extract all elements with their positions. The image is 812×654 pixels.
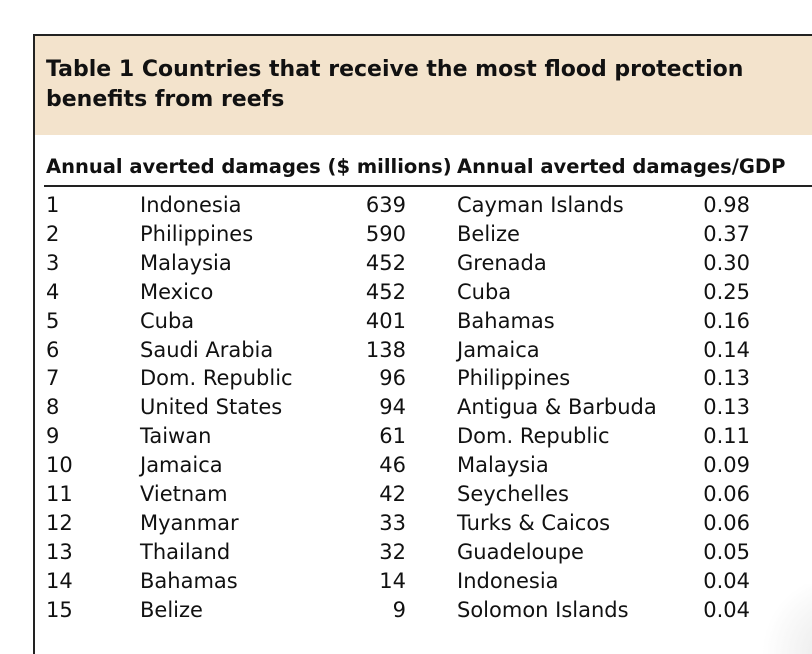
damages-cell: 452 — [365, 279, 406, 304]
country-cell: Mexico — [140, 279, 214, 304]
gdp-ratio-cell: 0.13 — [703, 366, 750, 391]
rank-cell: 4 — [46, 279, 60, 304]
gdp-country-cell: Antigua & Barbuda — [457, 395, 657, 420]
table-row: 10 Jamaica 46 Malaysia 0.09 — [0, 451, 812, 480]
gdp-country-cell: Guadeloupe — [457, 539, 584, 564]
gdp-ratio-cell: 0.25 — [703, 279, 750, 304]
column-header-gdp-ratio: Annual averted damages/GDP — [457, 155, 786, 178]
rank-cell: 14 — [46, 568, 73, 593]
gdp-ratio-cell: 0.05 — [703, 539, 750, 564]
damages-cell: 32 — [379, 539, 406, 564]
rank-cell: 5 — [46, 308, 60, 333]
country-cell: Bahamas — [140, 568, 238, 593]
gdp-country-cell: Turks & Caicos — [457, 510, 611, 535]
gdp-ratio-cell: 0.04 — [703, 597, 750, 622]
damages-cell: 94 — [379, 395, 406, 420]
damages-cell: 42 — [379, 482, 406, 506]
gdp-country-cell: Philippines — [457, 366, 571, 391]
table-row: 1 Indonesia 639 Cayman Islands 0.98 — [0, 191, 812, 220]
column-header-damages: Annual averted damages ($ millions) — [46, 155, 452, 178]
gdp-country-cell: Jamaica — [457, 337, 540, 362]
country-cell: Vietnam — [140, 482, 228, 506]
table-row: 5 Cuba 401 Bahamas 0.16 — [0, 307, 812, 336]
rank-cell: 12 — [46, 510, 73, 535]
damages-cell: 452 — [365, 250, 406, 275]
table-frame — [33, 34, 812, 654]
rank-cell: 13 — [46, 539, 73, 564]
gdp-country-cell: Cuba — [457, 279, 512, 304]
gdp-ratio-cell: 0.06 — [703, 482, 750, 506]
rank-cell: 7 — [46, 366, 60, 391]
rank-cell: 2 — [46, 221, 60, 246]
gdp-ratio-cell: 0.37 — [703, 221, 750, 246]
table-row: 3 Malaysia 452 Grenada 0.30 — [0, 249, 812, 278]
gdp-country-cell: Seychelles — [457, 482, 569, 506]
gdp-ratio-cell: 0.04 — [703, 568, 750, 593]
country-cell: Cuba — [140, 308, 195, 333]
table-row: 8 United States 94 Antigua & Barbuda 0.13 — [0, 393, 812, 422]
gdp-country-cell: Grenada — [457, 250, 547, 275]
table-row: 9 Taiwan 61 Dom. Republic 0.11 — [0, 422, 812, 451]
gdp-country-cell: Indonesia — [457, 568, 559, 593]
gdp-country-cell: Cayman Islands — [457, 193, 624, 217]
gdp-country-cell: Solomon Islands — [457, 597, 629, 622]
table-title: Table 1 Countries that receive the most … — [46, 57, 744, 112]
rank-cell: 11 — [46, 482, 73, 506]
damages-cell: 639 — [365, 193, 406, 217]
table-row: 15 Belize 9 Solomon Islands 0.04 — [0, 596, 812, 625]
damages-cell: 590 — [365, 221, 406, 246]
table-row: 7 Dom. Republic 96 Philippines 0.13 — [0, 364, 812, 393]
country-cell: Philippines — [140, 221, 254, 246]
country-cell: Thailand — [140, 539, 231, 564]
rank-cell: 6 — [46, 337, 60, 362]
table-title-band — [35, 36, 812, 135]
gdp-ratio-cell: 0.98 — [703, 193, 750, 217]
table-row: 11 Vietnam 42 Seychelles 0.06 — [0, 480, 812, 509]
rank-cell: 3 — [46, 250, 60, 275]
table-row: 2 Philippines 590 Belize 0.37 — [0, 220, 812, 249]
table-row: 14 Bahamas 14 Indonesia 0.04 — [0, 567, 812, 596]
table-row: 6 Saudi Arabia 138 Jamaica 0.14 — [0, 336, 812, 365]
damages-cell: 9 — [392, 597, 406, 622]
country-cell: United States — [140, 395, 283, 420]
country-cell: Indonesia — [140, 193, 242, 217]
gdp-ratio-cell: 0.16 — [703, 308, 750, 333]
rank-cell: 10 — [46, 453, 73, 478]
gdp-ratio-cell: 0.30 — [703, 250, 750, 275]
country-cell: Myanmar — [140, 510, 239, 535]
country-cell: Dom. Republic — [140, 366, 293, 391]
rank-cell: 8 — [46, 395, 60, 420]
gdp-country-cell: Belize — [457, 221, 520, 246]
page-corner-shadow — [752, 584, 812, 654]
country-cell: Belize — [140, 597, 203, 622]
country-cell: Saudi Arabia — [140, 337, 274, 362]
table-row: 4 Mexico 452 Cuba 0.25 — [0, 278, 812, 307]
rank-cell: 15 — [46, 597, 73, 622]
damages-cell: 96 — [379, 366, 406, 391]
damages-cell: 138 — [365, 337, 406, 362]
rank-cell: 9 — [46, 424, 60, 449]
country-cell: Taiwan — [140, 424, 212, 449]
gdp-ratio-cell: 0.11 — [703, 424, 750, 449]
gdp-country-cell: Malaysia — [457, 453, 549, 478]
damages-cell: 61 — [379, 424, 406, 449]
damages-cell: 401 — [365, 308, 406, 333]
country-cell: Malaysia — [140, 250, 232, 275]
gdp-ratio-cell: 0.09 — [703, 453, 750, 478]
table-row: 12 Myanmar 33 Turks & Caicos 0.06 — [0, 509, 812, 538]
rank-cell: 1 — [46, 193, 60, 217]
table-row: 13 Thailand 32 Guadeloupe 0.05 — [0, 538, 812, 567]
damages-cell: 33 — [379, 510, 406, 535]
gdp-ratio-cell: 0.14 — [703, 337, 750, 362]
gdp-country-cell: Dom. Republic — [457, 424, 610, 449]
gdp-ratio-cell: 0.06 — [703, 510, 750, 535]
gdp-ratio-cell: 0.13 — [703, 395, 750, 420]
damages-cell: 46 — [379, 453, 406, 478]
header-rule — [44, 185, 812, 187]
damages-cell: 14 — [379, 568, 406, 593]
country-cell: Jamaica — [140, 453, 223, 478]
gdp-country-cell: Bahamas — [457, 308, 555, 333]
